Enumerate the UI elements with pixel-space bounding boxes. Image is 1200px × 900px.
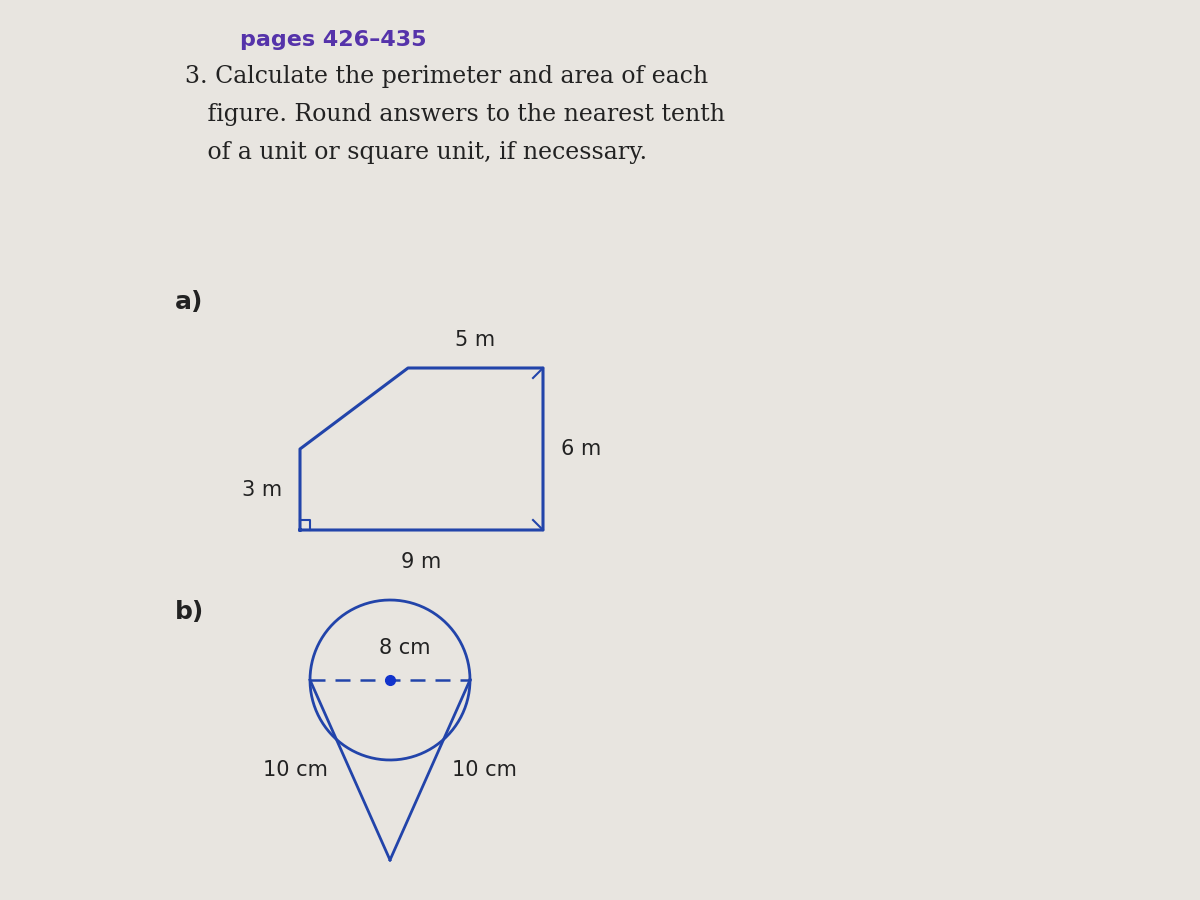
Text: pages 426–435: pages 426–435 xyxy=(240,30,426,50)
Text: of a unit or square unit, if necessary.: of a unit or square unit, if necessary. xyxy=(185,141,647,164)
Text: 3. Calculate the perimeter and area of each: 3. Calculate the perimeter and area of e… xyxy=(185,65,708,88)
Text: 8 cm: 8 cm xyxy=(379,638,431,658)
Text: 5 m: 5 m xyxy=(456,330,496,350)
Text: a): a) xyxy=(175,290,203,314)
Text: 3 m: 3 m xyxy=(242,480,282,500)
Text: figure. Round answers to the nearest tenth: figure. Round answers to the nearest ten… xyxy=(185,103,725,126)
Text: b): b) xyxy=(175,600,204,624)
Text: 9 m: 9 m xyxy=(401,552,442,572)
Text: 10 cm: 10 cm xyxy=(452,760,517,780)
Text: 6 m: 6 m xyxy=(562,439,601,459)
Text: 10 cm: 10 cm xyxy=(263,760,328,780)
